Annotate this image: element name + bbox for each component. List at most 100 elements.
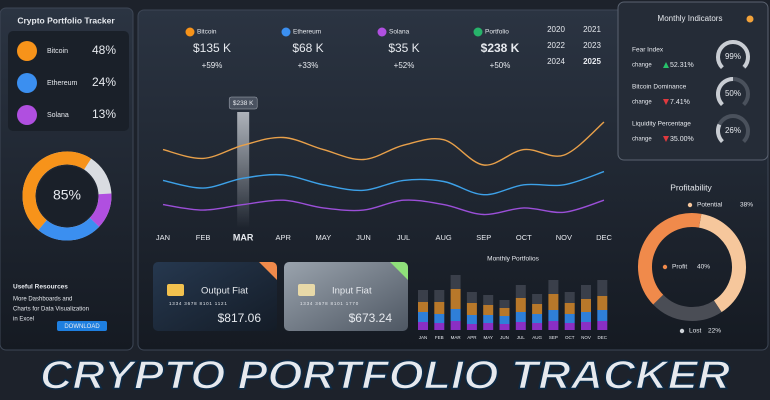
- summary-value: $68 K: [292, 41, 323, 55]
- bar-month-label: FEB: [435, 335, 444, 340]
- bar-month-label: AUG: [532, 335, 542, 340]
- bar-segment: [581, 299, 591, 312]
- coin-icon: [377, 27, 387, 37]
- line-series: [162, 121, 605, 166]
- download-button[interactable]: [57, 321, 107, 331]
- coin-icon: [17, 41, 37, 61]
- bar-month-label: JUL: [517, 335, 525, 340]
- resources-title: Useful Resources: [13, 284, 68, 291]
- month-label[interactable]: MAR: [233, 232, 254, 242]
- month-label[interactable]: OCT: [516, 233, 532, 242]
- bar-month-label: MAR: [451, 335, 462, 340]
- selected-band: [237, 112, 250, 228]
- bar-segment: [597, 321, 608, 330]
- bar-segment: [597, 310, 608, 321]
- bar-segment: [532, 323, 543, 330]
- indicator-change-caption: change: [632, 100, 652, 106]
- indicator-change-caption: change: [632, 63, 652, 69]
- card-title: Input Fiat: [332, 286, 372, 297]
- card-amount: $817.06: [218, 311, 262, 325]
- month-label[interactable]: MAY: [316, 233, 332, 242]
- bar-segment: [466, 315, 477, 324]
- summary-name: Portfolio: [485, 29, 509, 36]
- holding-name: Solana: [47, 112, 69, 119]
- bar-segment: [466, 292, 477, 303]
- holding-share: 48%: [92, 43, 116, 57]
- profitability-title: Profitability: [670, 182, 712, 192]
- legend-label: Lost: [689, 328, 701, 335]
- month-label[interactable]: FEB: [196, 233, 211, 242]
- coin-icon: [473, 27, 483, 37]
- bar-segment: [434, 314, 445, 323]
- holding-share: 24%: [92, 75, 116, 89]
- gauge-label: 26%: [725, 126, 741, 135]
- bar-month-label: SEP: [549, 335, 558, 340]
- bar-month-label: APR: [467, 335, 477, 340]
- bar-segment: [450, 321, 461, 330]
- month-label[interactable]: APR: [276, 233, 292, 242]
- month-label[interactable]: DEC: [596, 233, 612, 242]
- year-option[interactable]: 2025: [583, 57, 601, 66]
- legend-label: Potential: [697, 202, 723, 209]
- gauge-label: 99%: [725, 52, 741, 61]
- month-label[interactable]: JAN: [156, 233, 170, 242]
- legend-label: Profit: [672, 264, 687, 271]
- year-option[interactable]: 2023: [583, 41, 601, 50]
- bar-month-label: NOV: [581, 335, 591, 340]
- banner-title: CRYPTO PORTFOLIO TRACKER: [40, 354, 730, 398]
- card-corner: [390, 262, 408, 280]
- tooltip: $238 K: [233, 100, 254, 107]
- indicator-name: Liquidity Percentage: [632, 121, 691, 128]
- summary-value: $35 K: [388, 41, 419, 55]
- bar-segment: [483, 315, 494, 323]
- tooltip-box: [228, 96, 258, 110]
- bar-segment: [564, 323, 575, 330]
- holding-share: 13%: [92, 107, 116, 121]
- card-title: Output Fiat: [201, 286, 248, 297]
- donut-segment: [89, 193, 112, 227]
- bar-segment: [515, 312, 526, 322]
- card-amount: $673.24: [349, 311, 393, 325]
- year-option[interactable]: 2020: [547, 25, 565, 34]
- donut-total: 85%: [53, 187, 81, 203]
- bar-segment: [418, 302, 428, 312]
- indicator-change-caption: change: [632, 137, 652, 143]
- bar-month-label: JUN: [500, 335, 509, 340]
- banner-band: [0, 352, 770, 400]
- year-option[interactable]: 2024: [547, 57, 565, 66]
- indicator-name: Bitcoin Dominance: [632, 84, 687, 91]
- change-arrow: [663, 136, 669, 142]
- bar-segment: [581, 312, 591, 322]
- download-label[interactable]: DOWNLOAD: [64, 324, 100, 330]
- bar-segment: [450, 309, 461, 321]
- legend-dot: [679, 328, 685, 334]
- bar-segment: [434, 302, 445, 314]
- bar-segment: [581, 285, 591, 299]
- holding-name: Bitcoin: [47, 48, 68, 55]
- bar-month-label: DEC: [598, 335, 608, 340]
- gauge-value: [716, 40, 750, 70]
- year-option[interactable]: 2022: [547, 41, 565, 50]
- bar-segment: [483, 295, 494, 305]
- bar-segment: [466, 303, 477, 315]
- bar-segment: [548, 310, 559, 321]
- summary-change: +52%: [394, 61, 415, 70]
- bar-segment: [450, 275, 461, 289]
- year-option[interactable]: 2021: [583, 25, 601, 34]
- pie-segment: [638, 213, 702, 305]
- coin-icon: [17, 73, 37, 93]
- month-label[interactable]: JUL: [397, 233, 410, 242]
- resources-text: More Dashboards and: [13, 297, 72, 303]
- month-label[interactable]: NOV: [556, 233, 572, 242]
- month-label[interactable]: SEP: [476, 233, 491, 242]
- month-label[interactable]: JUN: [356, 233, 371, 242]
- pie-segment: [653, 294, 722, 321]
- gauge-value: [716, 77, 734, 107]
- legend-dot: [687, 202, 693, 208]
- output-card: [153, 262, 277, 331]
- month-label[interactable]: AUG: [436, 233, 452, 242]
- bar-segment: [564, 314, 575, 323]
- indicator-change: 7.41%: [670, 99, 690, 106]
- bar-segment: [483, 305, 494, 315]
